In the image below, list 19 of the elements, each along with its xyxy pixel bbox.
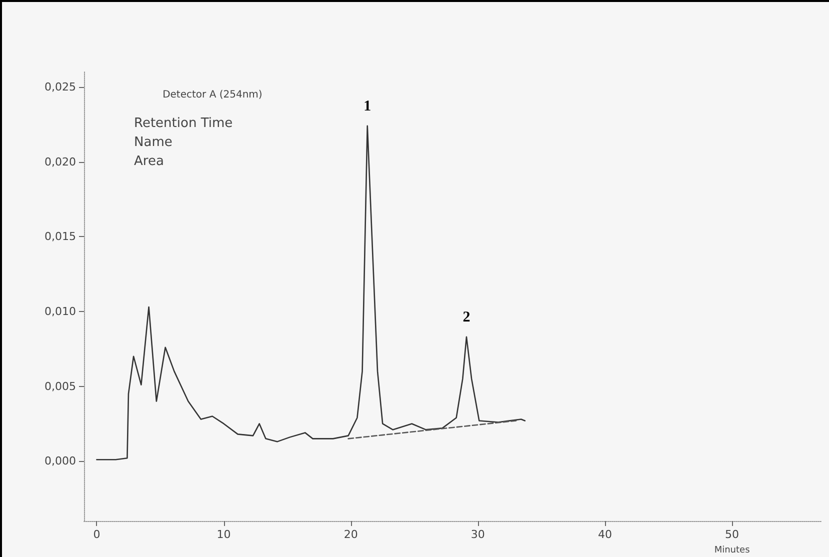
annotation: 2 [462, 309, 470, 326]
annotation: Detector A (254nm) [162, 90, 262, 100]
annotation: Retention Time [134, 116, 233, 131]
x-tick-label: 30 [470, 528, 485, 541]
annotation: 1 [364, 98, 372, 114]
y-tick-label: 0,025 [44, 80, 76, 94]
x-tick-label: 20 [344, 528, 358, 541]
y-tick-label: 0,010 [44, 304, 76, 318]
y-tick-label: 0,000 [44, 454, 76, 468]
y-tick-label: 0,015 [44, 230, 76, 244]
x-tick-label: 0 [93, 528, 100, 541]
annotation: Area [134, 154, 164, 169]
x-tick-label: 10 [216, 528, 231, 541]
x-tick-label: 40 [598, 528, 612, 541]
x-tick-label: 50 [725, 528, 740, 541]
x-axis-title: Minutes [714, 546, 750, 556]
y-tick-label: 0,020 [44, 155, 76, 168]
y-tick-label: 0,005 [44, 380, 76, 393]
annotation: Name [134, 135, 172, 150]
